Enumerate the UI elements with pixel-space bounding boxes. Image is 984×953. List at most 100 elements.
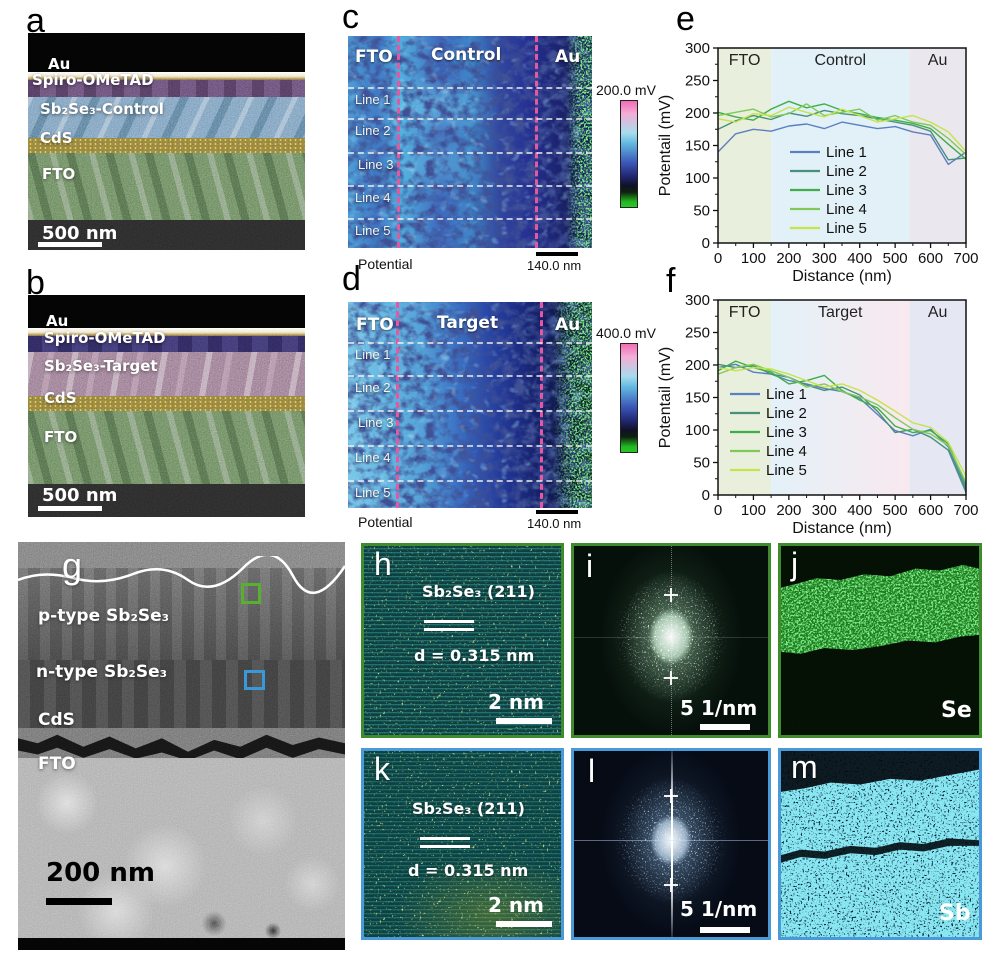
scale-text: 500 nm xyxy=(42,223,118,244)
scale-text: 2 nm xyxy=(488,893,544,917)
scan-line-4 xyxy=(348,185,592,187)
phase-label: Sb₂Se₃ (211) xyxy=(422,582,535,601)
svg-text:50: 50 xyxy=(693,455,710,472)
scale-text: 200 nm xyxy=(46,858,155,888)
panel-letter-b: b xyxy=(26,264,45,302)
d-spacing-line-1 xyxy=(424,620,474,623)
panel-h-hrtem: h Sb₂Se₃ (211) d = 0.315 nm 2 nm xyxy=(361,543,564,738)
scale-text: 5 1/nm xyxy=(680,897,758,921)
svg-text:200: 200 xyxy=(776,502,801,519)
label-absorber: Sb₂Se₃-Target xyxy=(44,357,158,375)
svg-text:700: 700 xyxy=(953,502,978,519)
signal-label-d: Potential xyxy=(358,514,413,530)
region-control-label: Control xyxy=(431,45,502,65)
vacuum-region xyxy=(28,295,305,328)
svg-text:0: 0 xyxy=(714,250,722,267)
fto-layer xyxy=(28,411,305,484)
scale-bar xyxy=(496,718,552,724)
region-target-label: Target xyxy=(437,313,499,333)
svg-text:FTO: FTO xyxy=(729,52,761,69)
svg-text:500: 500 xyxy=(883,502,908,519)
svg-text:600: 600 xyxy=(918,250,943,267)
roi-box-blue xyxy=(244,670,265,690)
fft-spot-top xyxy=(664,588,678,603)
fft-spot-top xyxy=(664,788,678,803)
chart-target-potential: FTO Target Au 0 100 200 300 400 500 600 700 0 50 100 1… xyxy=(657,292,979,537)
region-au-label: Au xyxy=(555,47,581,67)
panel-letter-a: a xyxy=(26,2,45,40)
svg-text:700: 700 xyxy=(953,250,978,267)
svg-text:Potentail (mV): Potentail (mV) xyxy=(657,95,674,196)
svg-text:Control: Control xyxy=(814,52,866,69)
line-4-label: Line 4 xyxy=(355,190,391,205)
svg-text:Distance (nm): Distance (nm) xyxy=(792,268,892,285)
scale-text: 2 nm xyxy=(488,690,544,714)
label-fto: FTO xyxy=(38,754,76,774)
svg-text:100: 100 xyxy=(741,502,766,519)
panel-letter-k: k xyxy=(374,751,390,787)
svg-text:600: 600 xyxy=(918,502,943,519)
interface-dash-left xyxy=(396,302,399,508)
svg-text:50: 50 xyxy=(693,203,710,220)
line-5-label: Line 5 xyxy=(355,485,391,500)
substrate-bar xyxy=(18,938,345,950)
panel-letter-m: m xyxy=(791,749,818,785)
svg-text:Line 3: Line 3 xyxy=(826,182,867,199)
svg-text:200: 200 xyxy=(685,357,710,374)
interface-dash-left xyxy=(397,36,400,248)
fft-spot-bottom xyxy=(664,671,678,686)
svg-text:500: 500 xyxy=(883,250,908,267)
panel-i-fft: i 5 1/nm xyxy=(571,543,771,738)
fft-vertical-axis xyxy=(671,546,672,735)
label-p-type: p-type Sb₂Se₃ xyxy=(38,606,170,626)
panel-m-eds-sb-map: m Sb xyxy=(778,748,982,940)
d-spacing-line-2 xyxy=(420,845,470,848)
line-3-label: Line 3 xyxy=(358,415,394,430)
panel-letter-e: e xyxy=(676,0,695,38)
panel-l-fft: l 5 1/nm xyxy=(571,748,771,940)
scale-bar xyxy=(38,506,102,511)
scale-text-d: 140.0 nm xyxy=(527,516,582,531)
fft-spot-bottom xyxy=(664,877,678,892)
au-green-edge xyxy=(566,36,592,248)
svg-text:FTO: FTO xyxy=(729,304,761,321)
scale-text-c: 140.0 nm xyxy=(527,258,582,273)
fft-horizontal-axis xyxy=(574,840,768,842)
scan-line-1 xyxy=(348,342,592,344)
line-3-label: Line 3 xyxy=(358,157,394,172)
panel-a-sem-image: Au Spiro-OMeTAD Sb₂Se₃-Control CdS FTO 5… xyxy=(28,33,305,250)
scale-bar xyxy=(496,921,552,927)
label-n-type: n-type Sb₂Se₃ xyxy=(36,662,168,682)
svg-text:100: 100 xyxy=(685,170,710,187)
svg-text:Distance (nm): Distance (nm) xyxy=(792,520,892,537)
line-1-label: Line 1 xyxy=(355,92,391,107)
svg-text:0: 0 xyxy=(702,235,710,252)
fto-layer xyxy=(28,153,305,220)
scale-text: 500 nm xyxy=(42,485,118,506)
scale-text: 5 1/nm xyxy=(680,696,758,720)
colorbar-d xyxy=(620,343,638,453)
colorbar-label-d: 400.0 mV xyxy=(596,325,656,341)
svg-text:200: 200 xyxy=(685,105,710,122)
fft-horizontal-axis xyxy=(574,636,768,638)
panel-letter-i: i xyxy=(586,548,594,584)
panel-letter-j: j xyxy=(791,546,799,582)
line-2-label: Line 2 xyxy=(355,380,391,395)
panel-c-kpfm-map: Line 1 Line 2 Line 3 Line 4 Line 5 FTO C… xyxy=(348,36,592,248)
scale-bar xyxy=(700,927,750,933)
svg-text:Line 1: Line 1 xyxy=(826,144,867,161)
svg-text:250: 250 xyxy=(685,73,710,90)
panel-letter-g: g xyxy=(62,545,83,586)
panel-b-sem-image: Au Spiro-OMeTAD Sb₂Se₃-Target CdS FTO 50… xyxy=(28,295,305,517)
panel-letter-d: d xyxy=(342,260,361,298)
label-fto: FTO xyxy=(42,165,76,183)
panel-d-kpfm-map: Line 1 Line 2 Line 3 Line 4 Line 5 FTO T… xyxy=(348,302,592,508)
svg-text:250: 250 xyxy=(685,325,710,342)
svg-text:0: 0 xyxy=(714,502,722,519)
svg-text:Potentail (mV): Potentail (mV) xyxy=(657,347,674,448)
svg-text:300: 300 xyxy=(685,40,710,57)
fto-layer xyxy=(18,758,345,938)
svg-text:100: 100 xyxy=(685,422,710,439)
label-cds: CdS xyxy=(40,129,73,147)
svg-text:Au: Au xyxy=(928,304,948,321)
